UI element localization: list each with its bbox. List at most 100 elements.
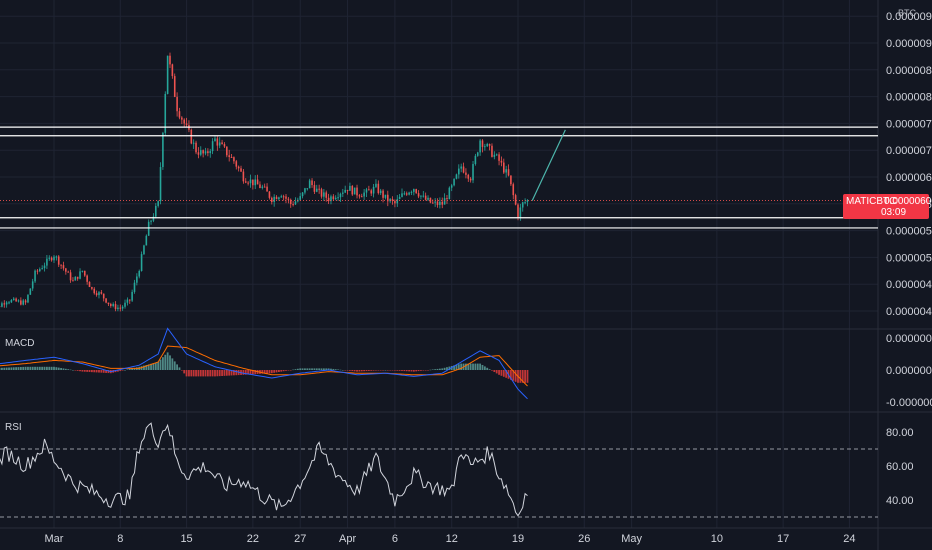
time-axis-label: Apr [339, 533, 356, 545]
price-axis-label: 0.00000750 [886, 118, 932, 130]
macd-histogram-bar [493, 370, 496, 372]
macd-histogram-bar [211, 370, 214, 377]
candle-body [29, 288, 32, 295]
macd-histogram-bar [325, 368, 328, 370]
candle-body [43, 265, 46, 269]
candle-body [306, 188, 309, 190]
macd-signal-line [0, 345, 528, 387]
macd-histogram-bar [526, 370, 529, 383]
macd-histogram-bar [233, 370, 235, 376]
candle-body [221, 142, 223, 145]
macd-histogram-bar [161, 357, 164, 370]
candle-body [502, 162, 505, 173]
macd-histogram-bar [105, 370, 107, 373]
macd-histogram-bar [216, 370, 219, 377]
candle-body [363, 192, 365, 197]
candle-body [65, 268, 67, 272]
candle-body [493, 154, 496, 157]
candle-body [147, 221, 150, 236]
candle-body [143, 245, 145, 255]
macd-histogram-bar [370, 370, 373, 371]
candle-body [510, 175, 512, 185]
macd-histogram-bar [412, 370, 415, 372]
grid [0, 0, 878, 528]
macd-histogram-bar [311, 368, 313, 370]
time-axis-label: 17 [777, 533, 789, 545]
macd-histogram-bar [289, 370, 292, 371]
macd-histogram-bar [320, 368, 323, 370]
macd-histogram-bar [488, 369, 491, 370]
macd-histogram-bar [495, 370, 498, 374]
macd-histogram-bar [455, 364, 458, 370]
price-axis-label: 0.00000550 [886, 226, 932, 238]
macd-histogram-bar [10, 367, 13, 370]
price-axis-label: 0.00000850 [886, 65, 932, 77]
time-axis-label: 12 [446, 533, 458, 545]
candle-body [233, 157, 235, 162]
candle-body [375, 183, 377, 187]
candle-body [110, 304, 112, 306]
candle-body [379, 190, 382, 194]
candle-body [289, 199, 292, 205]
macd-histogram-bar [221, 370, 223, 376]
badge-price: 0.00000606 [884, 196, 932, 207]
candle-body [282, 196, 285, 198]
candle-body [67, 271, 70, 273]
candle-body [140, 254, 143, 272]
macd-histogram-bar [330, 368, 332, 370]
candle-body [427, 197, 429, 200]
candle-body [268, 191, 271, 198]
rsi-pane [0, 422, 878, 518]
candle-body [38, 269, 41, 272]
candle-body [53, 256, 55, 261]
macd-histogram-bar [249, 370, 252, 375]
macd-histogram-bar [117, 370, 119, 372]
candle-body [372, 186, 375, 194]
macd-histogram-bar [143, 365, 145, 370]
candle-body [292, 204, 294, 206]
macd-histogram-bar [225, 370, 228, 376]
candle-body [223, 144, 226, 147]
macd-histogram-bar [486, 367, 489, 370]
macd-histogram-bar [43, 366, 46, 370]
candle-body [46, 258, 48, 266]
candle-body [519, 207, 522, 218]
macd-histogram-bar [408, 370, 411, 372]
macd-histogram-bar [197, 370, 200, 377]
macd-histogram-bar [327, 368, 330, 370]
macd-pane [0, 327, 529, 400]
candle-body [72, 280, 74, 282]
macd-histogram-bar [384, 370, 387, 371]
macd-histogram-bar [502, 370, 505, 377]
last-price-badge: MATICBTC 0.00000606 03:09 [843, 194, 932, 219]
candle-body [173, 76, 176, 97]
candle-body [261, 186, 264, 188]
candle-body [24, 300, 27, 303]
macd-histogram-bar [145, 365, 148, 370]
candle-body [50, 257, 53, 261]
candle-body [474, 155, 477, 165]
candle-body [446, 198, 448, 200]
macd-histogram-bar [178, 367, 181, 370]
candle-body [266, 186, 268, 192]
time-axis-label: 8 [117, 533, 123, 545]
candle-body [450, 185, 453, 188]
candle-body [491, 145, 493, 157]
macd-histogram-bar [62, 368, 65, 370]
candle-body [488, 143, 491, 146]
macd-histogram-bar [88, 370, 91, 372]
candle-body [408, 192, 410, 195]
time-axis-label: Mar [45, 533, 64, 545]
macd-histogram-bar [422, 370, 425, 371]
macd-histogram-bar [427, 370, 429, 371]
time-axis-label: 10 [711, 533, 723, 545]
macd-histogram-bar [334, 369, 337, 370]
time-axis-label: 22 [247, 533, 259, 545]
macd-histogram-bar [48, 366, 51, 370]
macd-histogram-bar [415, 370, 418, 372]
macd-histogram-bar [17, 367, 20, 370]
macd-histogram-bar [391, 370, 394, 371]
macd-histogram-bar [242, 370, 245, 375]
macd-line [0, 327, 528, 400]
